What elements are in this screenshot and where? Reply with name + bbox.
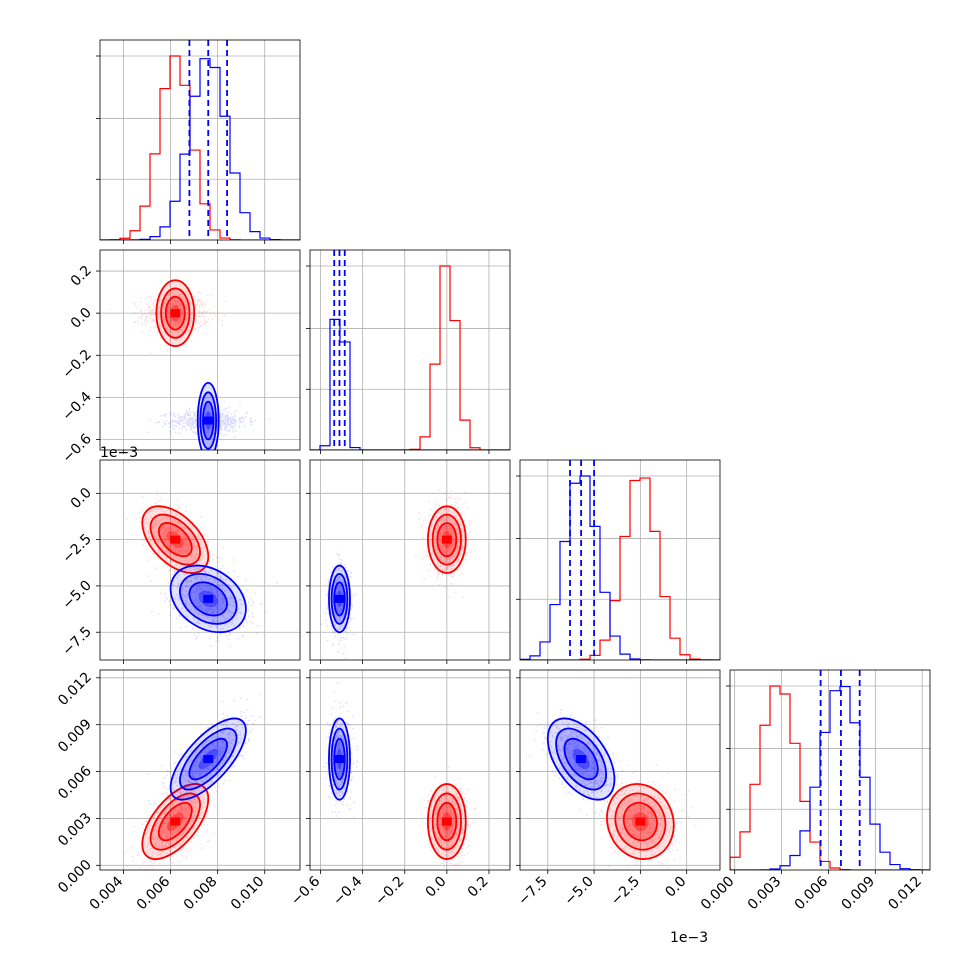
panel-frame (99, 669, 301, 871)
y-tick-label: −2.5 (59, 531, 94, 566)
x-tick-label: −2.5 (608, 874, 643, 909)
blue-scatter (320, 553, 357, 659)
y-tick-label: 0.006 (55, 763, 95, 803)
y-tick-label: 0.000 (55, 857, 95, 897)
panel-1-0 (99, 249, 301, 451)
red-density-peak (170, 309, 181, 318)
panel-frame (309, 459, 511, 661)
x-tick-label: 0.0 (662, 874, 689, 901)
blue-scatter (323, 682, 359, 819)
blue-density-peak (203, 755, 214, 764)
panel-frame (519, 459, 721, 661)
diag-panel-0 (96, 39, 301, 241)
y-tick-label: 0.003 (55, 810, 95, 850)
blue-histogram (310, 318, 510, 450)
panel-frame (309, 249, 511, 451)
red-density-peak (441, 817, 452, 826)
red-scatter (124, 773, 231, 870)
panel-3-2 (519, 669, 721, 871)
x-tick-label: 0.003 (745, 874, 785, 914)
panel-frame (99, 459, 301, 661)
x-tick-label: 0.000 (698, 874, 738, 914)
diag-panel-1 (306, 249, 511, 451)
x-tick-label: 0.2 (465, 874, 492, 901)
panel-frame (729, 669, 931, 871)
x-tick-label: 0.006 (134, 873, 174, 913)
panel-3-1 (309, 669, 511, 871)
y-tick-label: −0.2 (59, 347, 94, 382)
panel-3-0 (99, 669, 301, 871)
panel-frame (99, 249, 301, 451)
x-tick-label: 0.008 (181, 874, 221, 914)
panel-frame (309, 669, 511, 871)
blue-density-peak (334, 755, 345, 764)
x-tick-label: −5.0 (562, 874, 597, 909)
red-scatter (126, 490, 224, 600)
blue-density-peak (334, 594, 345, 603)
panel-2-0 (99, 459, 301, 661)
panel-2-1 (309, 459, 511, 661)
x-tick-label: −0.6 (288, 873, 323, 908)
blue-density-peak (203, 594, 214, 603)
red-density-peak (635, 817, 646, 826)
x-tick-label: 0.006 (792, 873, 832, 913)
x-tick-label: 0.012 (885, 874, 925, 914)
y-tick-label: −0.4 (59, 389, 94, 424)
blue-density-peak (576, 755, 587, 764)
blue-density-peak (203, 416, 214, 425)
red-histogram (310, 265, 510, 450)
diag-panel-2 (516, 459, 721, 661)
x-tick-label: 0.009 (838, 874, 878, 914)
blue-histogram (100, 58, 300, 240)
x-tick-label: 0.004 (87, 873, 127, 913)
x-tick-label: 0.0 (423, 874, 450, 901)
x-tick-label: −7.5 (515, 874, 550, 909)
red-histogram (730, 685, 930, 870)
panel-frame (519, 669, 721, 871)
red-density-peak (170, 535, 181, 544)
x-tick-label: 0.010 (228, 874, 268, 914)
diag-panel-3 (726, 669, 931, 871)
panels-layer (96, 39, 931, 871)
y-tick-label: 0.0 (68, 305, 95, 332)
red-density-peak (170, 817, 181, 826)
y-tick-label: −5.0 (59, 577, 94, 612)
y-tick-label: −0.6 (59, 431, 94, 466)
red-density-peak (441, 535, 452, 544)
y-tick-label: 0.009 (55, 716, 95, 756)
y-offset-label: 1e−3 (100, 445, 138, 461)
x-tick-label: −0.2 (372, 874, 407, 909)
y-tick-label: 0.0 (68, 485, 95, 512)
y-tick-label: −7.5 (59, 624, 94, 659)
x-offset-label: 1e−3 (670, 930, 708, 946)
panel-frame (99, 39, 301, 241)
y-tick-label: 0.2 (68, 263, 95, 290)
y-tick-label: 0.012 (55, 669, 95, 709)
blue-scatter (527, 709, 634, 835)
x-tick-label: −0.4 (330, 873, 365, 908)
